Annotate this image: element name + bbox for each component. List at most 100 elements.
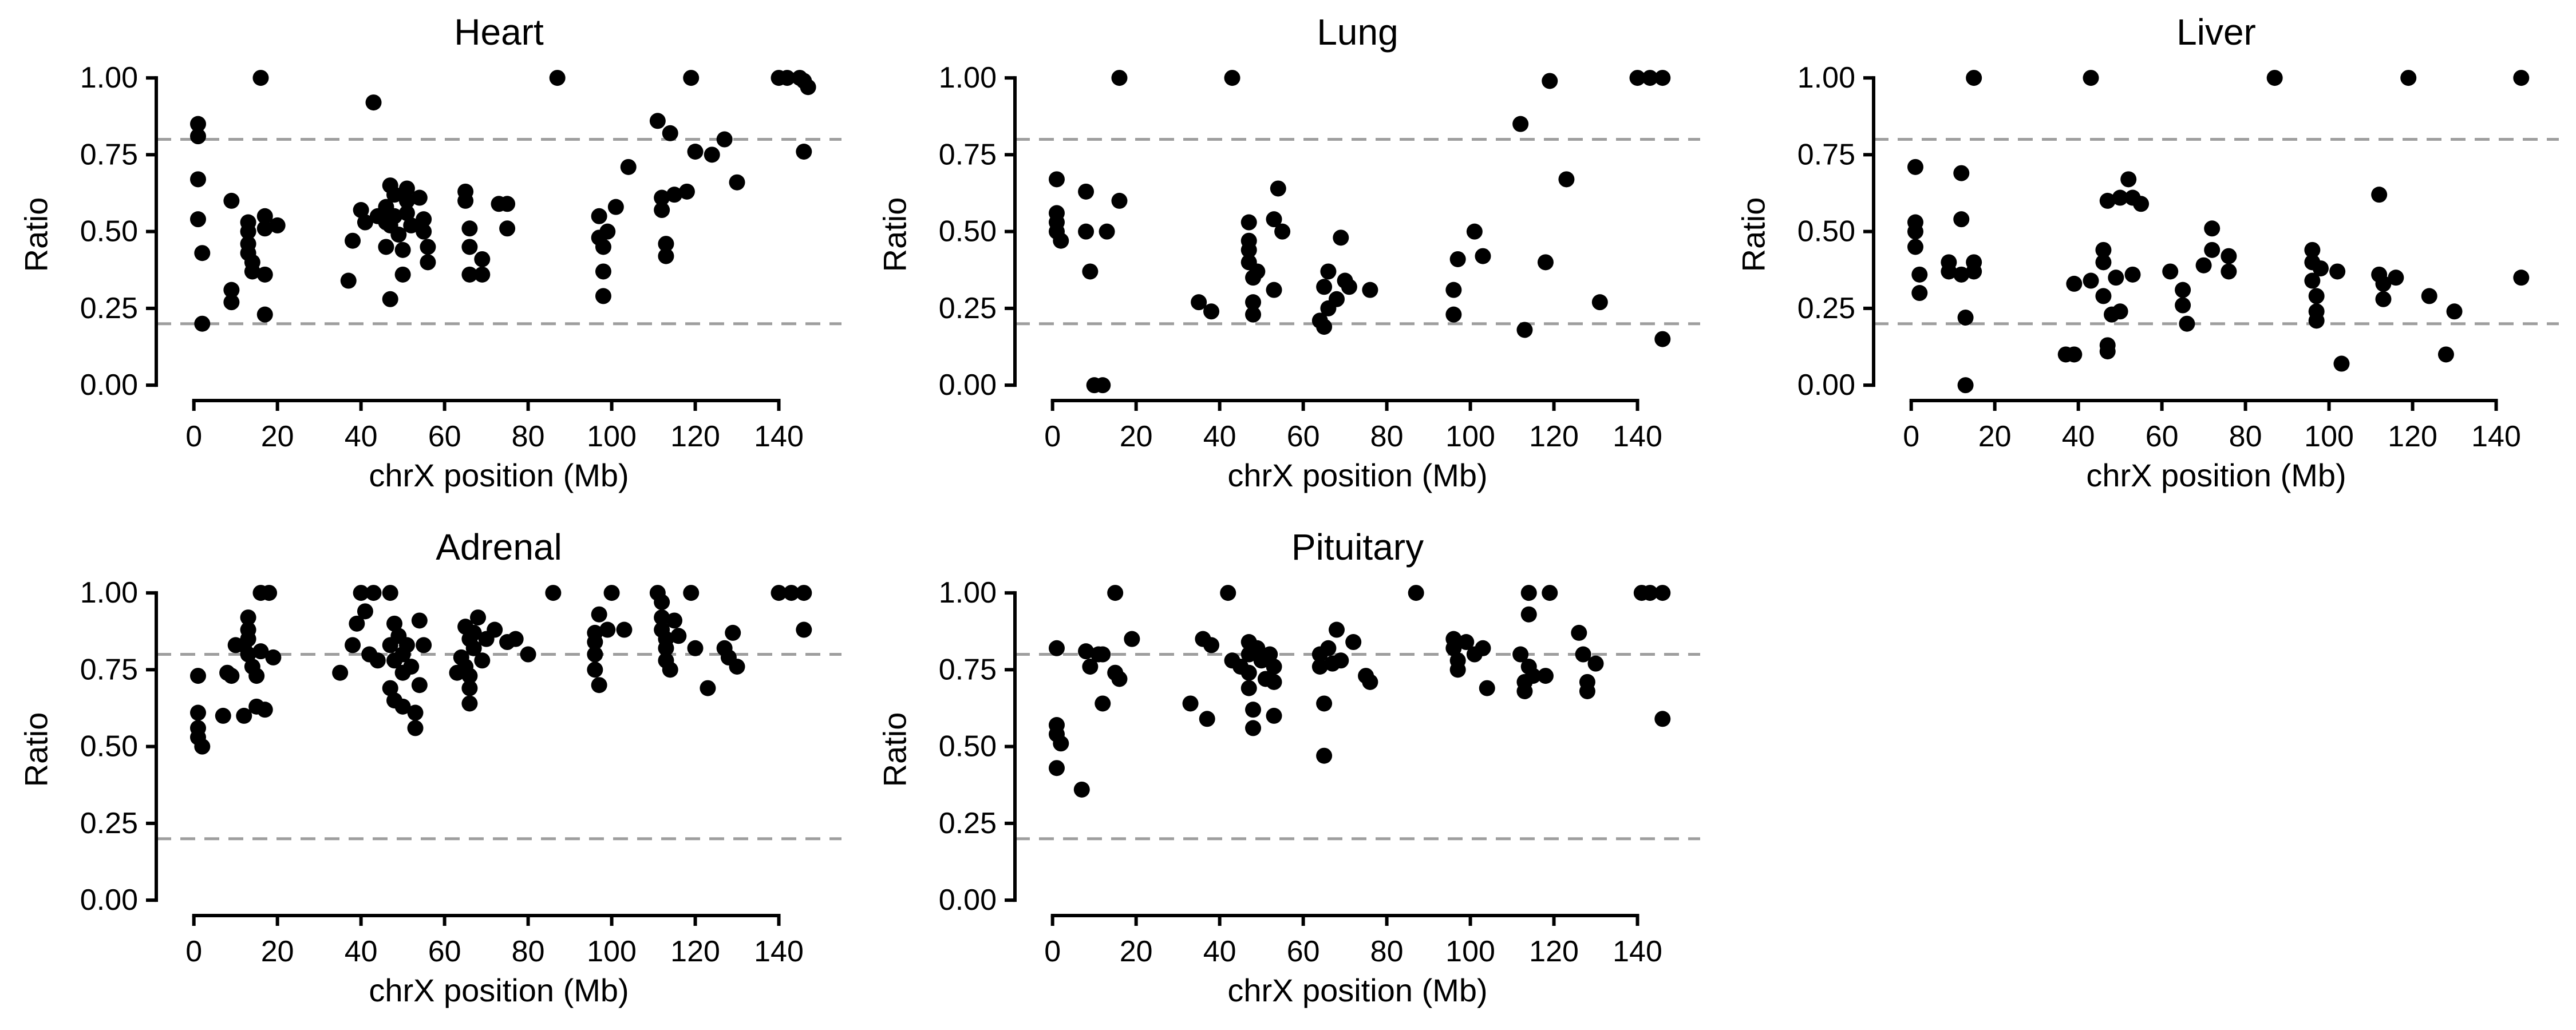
data-point	[2312, 260, 2329, 277]
data-point	[591, 606, 607, 623]
data-point	[223, 192, 240, 209]
data-point	[683, 70, 700, 86]
data-point	[595, 263, 611, 280]
x-axis-label: chrX position (Mb)	[1227, 972, 1487, 1008]
y-tick-label: 0.00	[80, 369, 138, 402]
data-point	[394, 698, 411, 715]
data-point	[2162, 263, 2179, 280]
y-tick-label: 1.00	[939, 576, 997, 609]
data-point	[240, 646, 256, 663]
data-point	[2175, 297, 2191, 314]
data-point	[2095, 241, 2112, 258]
y-tick-label: 0.75	[1797, 138, 1855, 171]
data-point	[461, 239, 478, 255]
x-tick-label: 140	[1613, 935, 1662, 968]
x-tick-label: 80	[2229, 420, 2262, 453]
data-point	[189, 128, 206, 145]
data-point	[1316, 319, 1333, 335]
data-point	[407, 720, 424, 736]
y-tick-label: 0.50	[80, 215, 138, 248]
data-point	[386, 187, 403, 203]
data-point	[407, 704, 424, 721]
data-point	[256, 208, 273, 224]
data-point	[465, 640, 482, 656]
x-tick-label: 40	[2062, 420, 2095, 453]
data-point	[1224, 70, 1240, 86]
data-point	[398, 192, 415, 209]
data-point	[394, 266, 411, 283]
data-point	[189, 116, 206, 132]
x-tick-label: 80	[512, 935, 545, 968]
data-point	[1316, 279, 1333, 295]
data-point	[256, 266, 273, 283]
data-point	[1199, 711, 1215, 727]
data-point	[365, 585, 382, 601]
y-axis-label: Ratio	[1736, 197, 1772, 272]
data-point	[1542, 585, 1558, 601]
data-point	[1240, 680, 1257, 696]
data-point	[236, 707, 252, 724]
data-point	[783, 585, 800, 601]
data-point	[1266, 211, 1282, 228]
data-point	[1311, 659, 1328, 675]
data-point	[725, 624, 741, 641]
data-point	[1911, 266, 1928, 283]
data-point	[1642, 585, 1658, 601]
data-point	[340, 272, 357, 289]
data-point	[1111, 192, 1128, 209]
data-point	[2421, 288, 2437, 304]
data-point	[499, 196, 516, 212]
data-point	[461, 680, 478, 696]
data-point	[2204, 241, 2221, 258]
data-point	[223, 668, 240, 684]
data-point	[1558, 171, 1575, 188]
data-point	[591, 677, 607, 694]
data-point	[729, 174, 745, 191]
x-tick-label: 120	[1529, 420, 1579, 453]
data-point	[1266, 674, 1282, 690]
x-tick-label: 140	[754, 420, 804, 453]
data-point	[394, 241, 411, 258]
data-point	[252, 70, 269, 86]
y-tick-label: 0.00	[939, 884, 997, 917]
data-point	[2329, 263, 2346, 280]
data-point	[1245, 306, 1262, 323]
y-tick-label: 1.00	[1797, 61, 1855, 94]
data-point	[398, 180, 415, 197]
data-point	[223, 282, 240, 298]
data-point	[1329, 291, 1345, 307]
data-point	[1512, 116, 1529, 132]
data-point	[1078, 223, 1095, 240]
data-point	[332, 664, 349, 681]
data-point	[507, 631, 524, 647]
data-point	[223, 294, 240, 311]
data-point	[1048, 760, 1065, 777]
y-tick-label: 1.00	[80, 61, 138, 94]
data-point	[2066, 275, 2083, 292]
data-point	[189, 211, 206, 228]
y-tick-label: 0.25	[80, 292, 138, 325]
y-tick-label: 0.50	[939, 730, 997, 763]
data-point	[2112, 189, 2128, 206]
data-point	[1266, 707, 1282, 724]
data-point	[357, 603, 373, 620]
data-point	[1953, 266, 1970, 283]
data-point	[796, 144, 812, 160]
y-tick-label: 0.75	[939, 653, 997, 686]
data-point	[474, 652, 491, 669]
data-point	[1479, 680, 1495, 696]
data-point	[649, 113, 666, 129]
x-tick-label: 60	[428, 935, 461, 968]
data-point	[2375, 291, 2392, 307]
data-point	[2304, 241, 2321, 258]
data-point	[353, 202, 369, 219]
data-point	[1520, 585, 1537, 601]
data-point	[411, 612, 428, 629]
panel-title-lung: Lung	[1317, 11, 1398, 53]
data-point	[1320, 640, 1337, 656]
data-point	[1449, 661, 1466, 678]
x-tick-label: 20	[1978, 420, 2012, 453]
data-point	[403, 659, 420, 675]
data-point	[1240, 214, 1257, 231]
data-point	[687, 144, 704, 160]
